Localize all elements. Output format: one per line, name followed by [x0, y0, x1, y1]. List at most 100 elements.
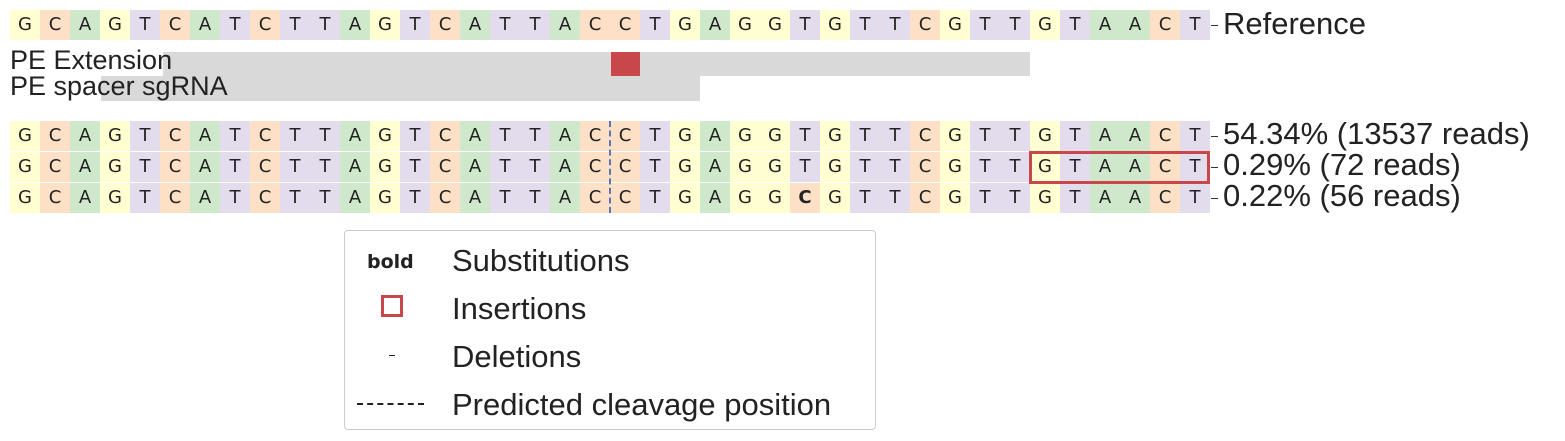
nucleotide-cell: C	[580, 152, 610, 182]
nucleotide-cell: T	[490, 121, 520, 151]
nucleotide-cell: T	[490, 183, 520, 213]
nucleotide-cell: T	[790, 152, 820, 182]
nucleotide-cell: T	[1060, 121, 1090, 151]
legend-insertions: Insertions	[345, 285, 875, 329]
nucleotide-cell: G	[10, 183, 40, 213]
nucleotide-cell: T	[1060, 152, 1090, 182]
nucleotide-cell: T	[790, 10, 820, 40]
nucleotide-cell: T	[400, 152, 430, 182]
nucleotide-cell: C	[40, 10, 70, 40]
nucleotide-cell: T	[1000, 10, 1030, 40]
nucleotide-cell: A	[1090, 10, 1120, 40]
nucleotide-cell: A	[1120, 10, 1150, 40]
nucleotide-cell: T	[880, 152, 910, 182]
nucleotide-cell: C	[430, 121, 460, 151]
nucleotide-cell: T	[640, 10, 670, 40]
nucleotide-cell: C	[250, 121, 280, 151]
nucleotide-cell: A	[190, 183, 220, 213]
nucleotide-cell: C	[250, 183, 280, 213]
nucleotide-cell: T	[1000, 183, 1030, 213]
nucleotide-cell: G	[670, 183, 700, 213]
nucleotide-cell: T	[400, 183, 430, 213]
nucleotide-cell: A	[70, 183, 100, 213]
legend-bold-marker: bold	[367, 251, 414, 273]
nucleotide-cell: G	[10, 152, 40, 182]
pe-spacer-bar	[101, 76, 700, 101]
nucleotide-cell: G	[940, 183, 970, 213]
cleavage-dashed-line-icon	[357, 403, 424, 405]
nucleotide-cell: T	[640, 183, 670, 213]
nucleotide-cell: T	[400, 121, 430, 151]
nucleotide-cell: T	[220, 121, 250, 151]
nucleotide-cell: G	[670, 152, 700, 182]
nucleotide-cell: T	[1060, 183, 1090, 213]
nucleotide-cell: C	[610, 121, 640, 151]
nucleotide-cell: A	[340, 121, 370, 151]
nucleotide-cell: A	[700, 10, 730, 40]
nucleotide-cell: C	[1150, 152, 1180, 182]
nucleotide-cell: G	[940, 121, 970, 151]
nucleotide-cell: T	[220, 183, 250, 213]
nucleotide-cell: A	[700, 152, 730, 182]
nucleotide-cell: C	[430, 10, 460, 40]
nucleotide-cell: T	[520, 183, 550, 213]
nucleotide-cell: T	[490, 10, 520, 40]
nucleotide-cell: G	[370, 10, 400, 40]
nucleotide-cell: C	[160, 152, 190, 182]
nucleotide-cell: T	[130, 10, 160, 40]
nucleotide-cell: C	[160, 121, 190, 151]
nucleotide-cell: T	[400, 10, 430, 40]
nucleotide-cell: G	[100, 152, 130, 182]
nucleotide-cell: T	[310, 10, 340, 40]
nucleotide-cell: C	[580, 183, 610, 213]
nucleotide-cell: T	[310, 183, 340, 213]
nucleotide-cell: G	[730, 121, 760, 151]
deletion-dash-icon	[389, 355, 395, 356]
insertion-square-icon	[381, 295, 403, 317]
nucleotide-cell: C	[160, 10, 190, 40]
nucleotide-cell: A	[70, 152, 100, 182]
nucleotide-cell: G	[820, 183, 850, 213]
nucleotide-cell: G	[760, 152, 790, 182]
nucleotide-cell: T	[1060, 10, 1090, 40]
nucleotide-cell: C	[40, 183, 70, 213]
nucleotide-cell: T	[130, 152, 160, 182]
nucleotide-cell: T	[220, 152, 250, 182]
nucleotide-cell: A	[460, 183, 490, 213]
nucleotide-cell: A	[190, 121, 220, 151]
nucleotide-cell: A	[460, 10, 490, 40]
nucleotide-cell: C	[430, 183, 460, 213]
legend-cleavage-label: Predicted cleavage position	[452, 387, 832, 422]
nucleotide-cell: T	[850, 183, 880, 213]
nucleotide-cell: G	[730, 183, 760, 213]
nucleotide-cell: C	[1150, 10, 1180, 40]
nucleotide-cell: A	[550, 152, 580, 182]
nucleotide-cell: A	[550, 121, 580, 151]
nucleotide-cell: G	[370, 121, 400, 151]
nucleotide-cell: G	[760, 121, 790, 151]
nucleotide-cell: G	[100, 121, 130, 151]
nucleotide-cell: G	[760, 10, 790, 40]
allele-label-2: 0.29% (72 reads)	[1223, 147, 1461, 182]
nucleotide-cell: A	[340, 10, 370, 40]
nucleotide-cell: T	[310, 121, 340, 151]
nucleotide-cell: T	[850, 121, 880, 151]
legend-deletions: Deletions	[345, 333, 875, 377]
nucleotide-cell: G	[10, 121, 40, 151]
nucleotide-cell: T	[520, 10, 550, 40]
nucleotide-cell: T	[850, 152, 880, 182]
nucleotide-cell: T	[880, 10, 910, 40]
nucleotide-cell: G	[730, 152, 760, 182]
nucleotide-cell: A	[1120, 183, 1150, 213]
nucleotide-cell: T	[880, 183, 910, 213]
nucleotide-cell: T	[1180, 183, 1210, 213]
nucleotide-cell: A	[1120, 152, 1150, 182]
nucleotide-cell: T	[640, 152, 670, 182]
nucleotide-cell: G	[100, 10, 130, 40]
nucleotide-cell: C	[1150, 121, 1180, 151]
nucleotide-cell: C	[580, 10, 610, 40]
